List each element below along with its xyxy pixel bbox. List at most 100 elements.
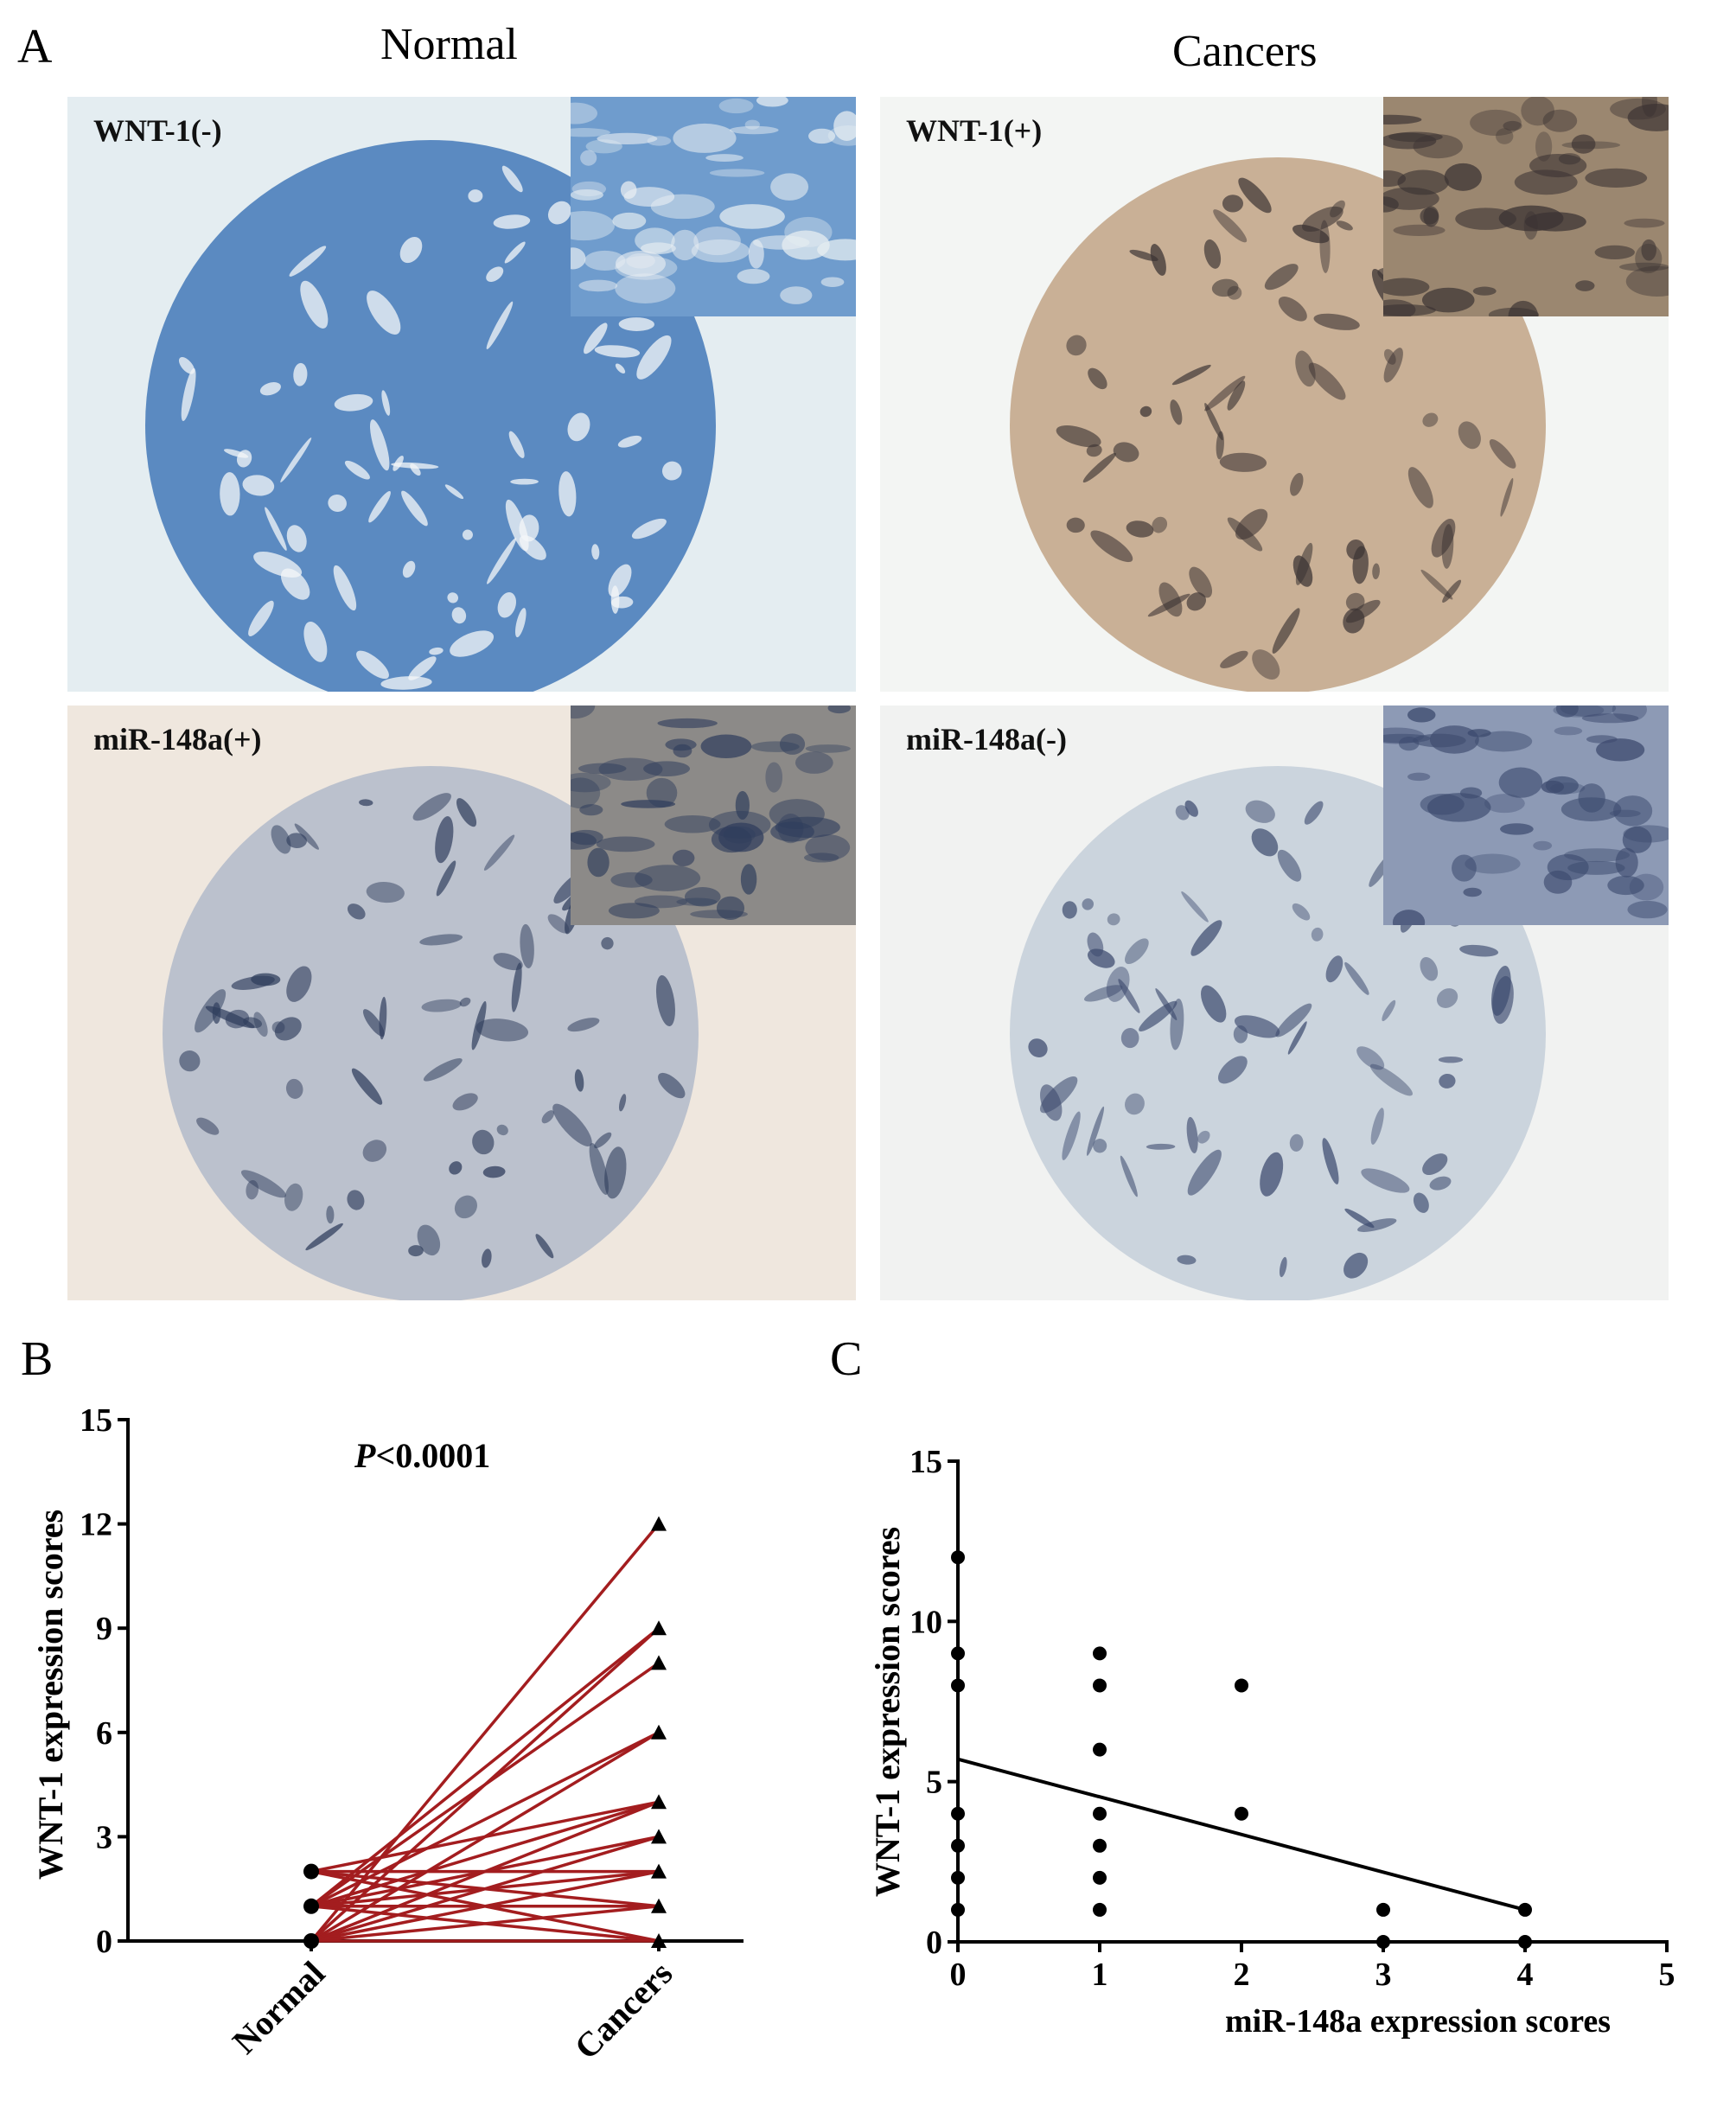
panel-a-letter: A	[17, 20, 53, 73]
inset-cluster	[1383, 727, 1425, 744]
micrograph-mir148a-normal-drawing	[67, 706, 856, 1300]
tissue-cluster	[591, 544, 600, 560]
tissue-cluster	[1438, 1057, 1464, 1063]
tissue-cluster	[547, 201, 571, 225]
inset-cluster	[671, 229, 699, 261]
tissue-cluster	[510, 478, 539, 485]
inset-cluster	[1398, 737, 1420, 751]
inset-cluster	[711, 826, 752, 853]
tissue-cluster	[285, 1078, 303, 1099]
tissue-cluster	[1382, 999, 1396, 1022]
inset-cluster	[1623, 825, 1669, 843]
paired-line	[310, 1905, 660, 1943]
chart-c-ytick-label: 15	[909, 1444, 942, 1480]
inset-cluster	[1541, 780, 1565, 794]
tissue-cluster	[504, 241, 526, 264]
inset-cluster	[744, 119, 760, 130]
tissue-cluster	[271, 1021, 285, 1034]
tissue-cluster	[1345, 599, 1381, 623]
inset-cluster	[657, 718, 718, 729]
tissue-cluster	[1082, 452, 1116, 483]
tissue-cluster	[1186, 1116, 1198, 1154]
scatter-point	[951, 1678, 965, 1693]
inset-cluster	[1555, 706, 1579, 718]
inset-cluster	[597, 132, 658, 145]
tissue-cluster	[1369, 1063, 1413, 1096]
inset-cluster	[1610, 98, 1666, 120]
paired-line	[310, 1869, 660, 1908]
inset-cluster	[615, 273, 676, 303]
stain-label-wnt1-negative: WNT-1(-)	[93, 113, 222, 148]
inset-cluster	[1407, 707, 1436, 723]
inset-cluster	[1571, 134, 1596, 154]
inset-cluster	[737, 268, 770, 284]
inset-cluster	[578, 763, 627, 775]
tissue-cluster	[1407, 467, 1433, 508]
cancer-point	[651, 1724, 667, 1740]
chart-correlation-scatter: WNT-1 expression scores miR-148a express…	[868, 1444, 1675, 2040]
scatter-point	[1235, 1806, 1248, 1821]
inset-cluster	[1383, 196, 1399, 213]
tissue-cluster	[1383, 348, 1403, 383]
panel-c-letter: C	[830, 1332, 863, 1386]
tissue-cluster	[501, 165, 523, 193]
tissue-cluster	[294, 823, 319, 850]
normal-point	[303, 1933, 319, 1949]
scatter-point	[1235, 1678, 1248, 1693]
tissue-cluster	[1278, 296, 1307, 322]
inset-cluster	[635, 227, 675, 253]
inset-cluster	[1484, 794, 1525, 814]
tissue-cluster	[567, 412, 590, 442]
inset-cluster	[779, 733, 806, 755]
inset-cluster	[1613, 795, 1653, 827]
tissue-cluster	[472, 1129, 495, 1155]
tissue-cluster	[1459, 944, 1499, 957]
inset-cluster	[1585, 168, 1648, 188]
scatter-point	[1093, 1646, 1107, 1661]
inset-cluster	[1459, 787, 1483, 799]
tissue-cluster	[1304, 801, 1324, 825]
inset-cluster	[770, 173, 809, 201]
tissue-cluster	[1129, 249, 1158, 262]
inset-cluster	[795, 751, 833, 774]
inset-cluster	[740, 864, 757, 895]
tissue-cluster	[1383, 348, 1396, 365]
inset-cluster	[571, 211, 615, 241]
tissue-cluster	[1189, 566, 1213, 598]
tissue-cluster	[1343, 1252, 1369, 1279]
cancer-point	[651, 1829, 667, 1844]
inset-cluster	[709, 169, 765, 177]
scatter-point	[951, 1806, 965, 1821]
tissue-cluster	[636, 335, 672, 380]
tissue-cluster	[410, 463, 421, 476]
tissue-cluster	[1187, 1149, 1222, 1196]
inset-cluster	[827, 706, 851, 714]
inset-cluster	[1392, 910, 1426, 925]
tissue-cluster	[1211, 278, 1239, 297]
tissue-cluster	[1313, 313, 1360, 330]
tissue-cluster	[1184, 800, 1198, 817]
tissue-cluster	[655, 974, 675, 1026]
tissue-cluster	[274, 1017, 302, 1041]
tissue-cluster	[615, 363, 626, 374]
tissue-cluster	[1220, 650, 1248, 668]
tissue-cluster	[459, 997, 471, 1007]
tissue-cluster	[584, 322, 608, 354]
tissue-cluster	[519, 514, 539, 542]
tissue-cluster	[246, 1179, 259, 1200]
tissue-cluster	[1217, 1056, 1248, 1084]
inset-cluster	[647, 136, 672, 146]
tissue-cluster	[179, 1050, 201, 1072]
inset-cluster	[1465, 853, 1521, 874]
tissue-cluster	[1356, 1046, 1385, 1070]
tissue-cluster	[1170, 399, 1183, 425]
tissue-cluster	[286, 525, 307, 552]
inset-cluster	[1543, 870, 1573, 894]
inset-cluster	[1581, 713, 1639, 724]
tissue-cluster	[601, 936, 614, 950]
tissue-cluster	[1139, 405, 1152, 418]
tissue-cluster	[293, 362, 308, 386]
cancer-point	[651, 1933, 667, 1948]
inset-cluster	[1550, 782, 1586, 795]
tissue-cluster	[617, 435, 642, 448]
